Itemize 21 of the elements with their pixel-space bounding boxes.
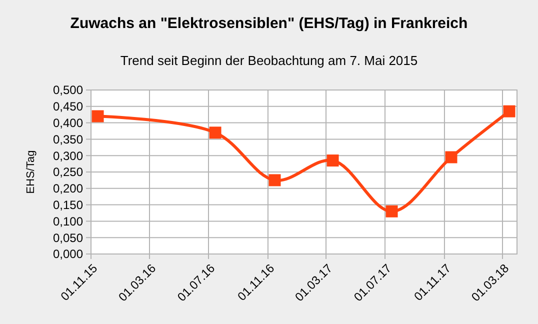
y-tick-label: 0,050 — [52, 230, 84, 245]
y-tick-label: 0,350 — [52, 132, 84, 146]
chart-subtitle: Trend seit Beginn der Beobachtung am 7. Mai 2015 — [120, 53, 418, 68]
y-tick-label: 0,450 — [52, 100, 84, 114]
point — [92, 110, 104, 122]
y-tick-label: 0,250 — [52, 165, 84, 180]
y-tick-label: 0,300 — [52, 148, 84, 163]
point — [445, 151, 458, 164]
y-tick-label: 0,150 — [52, 198, 84, 212]
chart-title: Zuwachs an "Elektrosensiblen" (EHS/Tag) in Frankreich — [70, 15, 468, 32]
point — [503, 105, 516, 118]
point — [268, 174, 281, 186]
point — [209, 126, 222, 139]
y-tick-label: 0,200 — [52, 182, 84, 196]
y-tick-label: 0,100 — [52, 214, 84, 228]
point — [386, 205, 398, 218]
point — [326, 154, 339, 167]
y-tick-label: 0,000 — [52, 247, 84, 262]
y-tick-label: 0,500 — [52, 83, 84, 98]
y-axis-title: EHS/Tag — [25, 150, 37, 194]
y-tick-label: 0,400 — [52, 116, 84, 130]
